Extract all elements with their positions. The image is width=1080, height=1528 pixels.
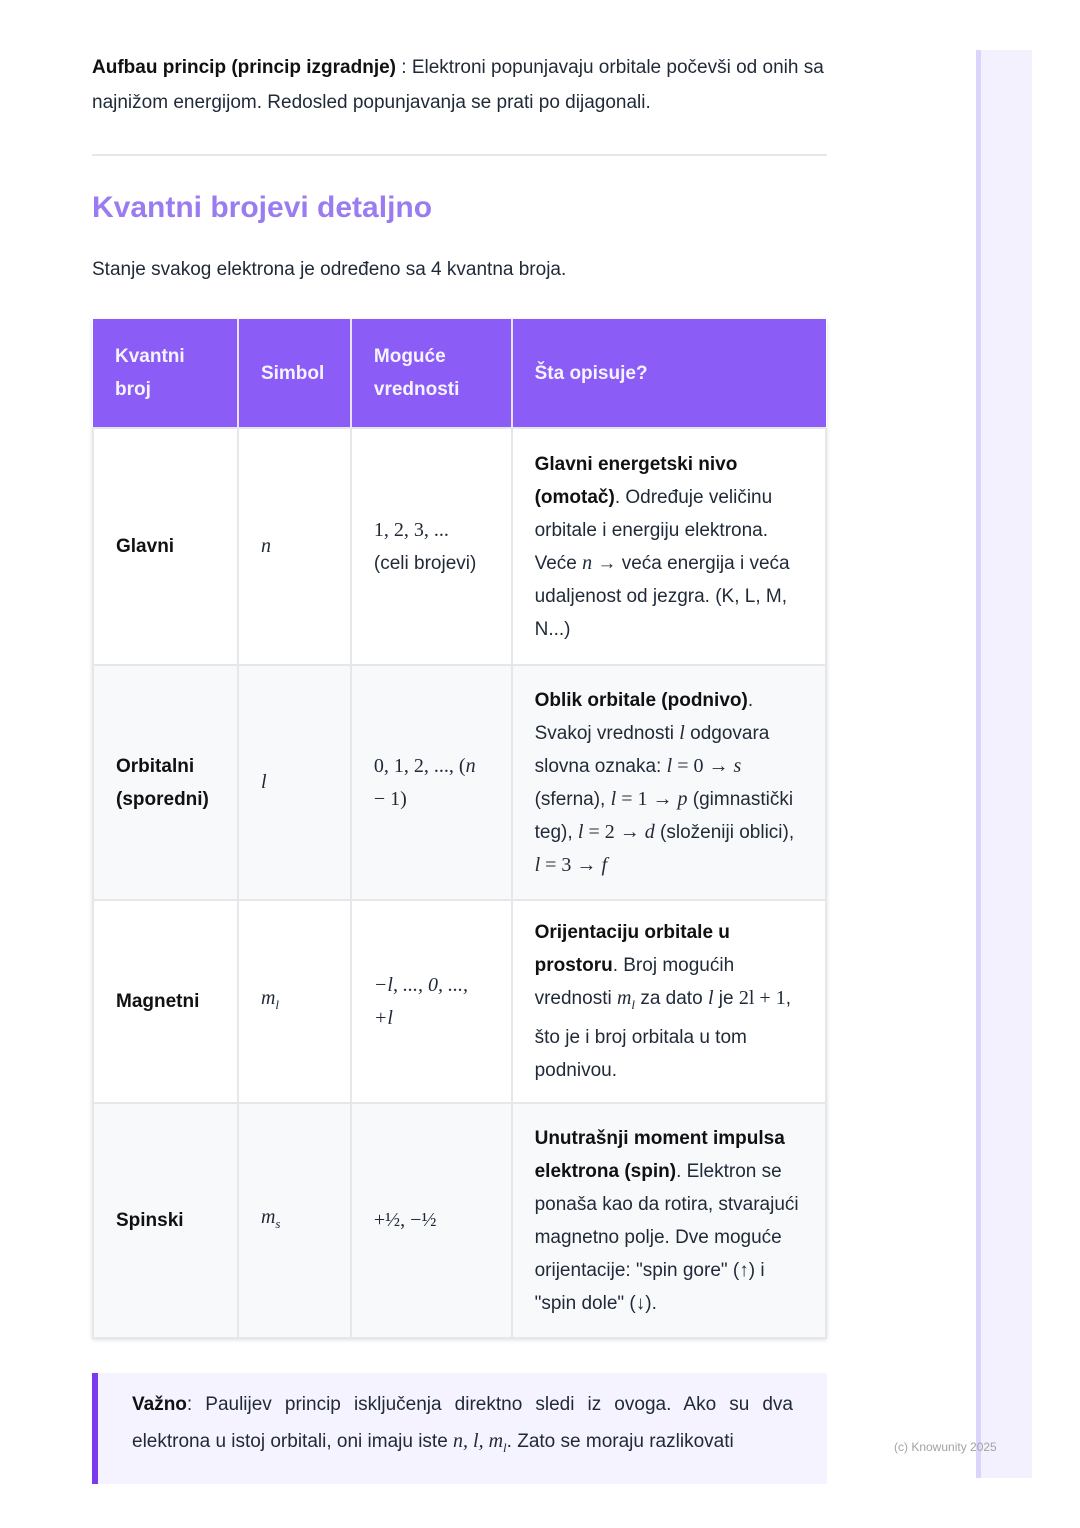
math-text: l [503, 1439, 507, 1455]
text: : Paulijev princip isključenja direktno … [132, 1394, 793, 1452]
math-text: f [601, 853, 607, 876]
table-row: Orbitalni (sporedni) l 0, 1, 2, ..., (n − … [92, 664, 828, 901]
math-text: = 0 → [672, 754, 734, 777]
text: (celi brojevi) [373, 552, 477, 574]
symbol-cell: l [236, 664, 352, 901]
math-text: l [666, 754, 673, 777]
symbol-cell: n [236, 427, 352, 666]
quantum-number-name: Magnetni [92, 899, 239, 1104]
math-text: n [465, 754, 476, 777]
math-text: n [582, 551, 593, 574]
document-content: Aufbau princip (princip izgradnje) : Ele… [92, 50, 828, 1484]
quantum-numbers-table: Kvantni broj Simbol Moguće vrednosti Šta… [92, 319, 828, 1339]
text: . Svakoj vrednosti [534, 689, 754, 744]
text: . Broj mogućih vrednosti [534, 955, 735, 1010]
text: , što je i broj orbitala u tom podnivou. [534, 988, 791, 1081]
aufbau-paragraph: Aufbau princip (princip izgradnje) : Ele… [92, 50, 827, 120]
math-text: 1, 2, 3, ... [373, 518, 449, 541]
math-text: l [610, 787, 617, 810]
quantum-number-name: Spinski [92, 1102, 239, 1339]
divider [92, 154, 827, 156]
bold-text: Glavni energetski nivo (omotač) [534, 453, 738, 508]
math-text: s [733, 754, 742, 777]
header-values: Moguće vrednosti [350, 319, 513, 428]
math-text: = 3 → [540, 853, 602, 876]
text: je [713, 988, 739, 1010]
aufbau-term: Aufbau princip (princip izgradnje) [92, 57, 396, 78]
text: (gimnastički teg), [534, 788, 794, 843]
description-cell: Unutrašnji moment impulsa elektrona (spi… [510, 1102, 828, 1339]
math-text: l [707, 987, 714, 1010]
math-text: s [275, 1215, 281, 1231]
text: (sferna), [534, 788, 611, 810]
math-text: = 1 → [616, 787, 678, 810]
table-row: Magnetni ml −l, ..., 0, ..., +l Orijentacij… [92, 899, 828, 1104]
symbol-cell: ml [236, 899, 352, 1104]
math-text: l [577, 820, 584, 843]
header-symbol: Simbol [237, 319, 352, 428]
watermark: (c) Knowunity 2025 [894, 1440, 997, 1454]
math-text: −l, ..., 0, ..., +l [373, 973, 468, 1029]
text: . Elektron se ponaša kao da rotira, stva… [534, 1160, 799, 1314]
bold-text: Važno [132, 1394, 187, 1415]
math-text: m [260, 1206, 276, 1229]
math-text: = 2 → [583, 820, 645, 843]
math-text: 0, 1, 2, ..., ( [373, 754, 466, 777]
math-text: − 1) [373, 787, 407, 810]
values-cell: +½, −½ [349, 1102, 513, 1339]
text: . Određuje veličinu orbitale i energiju … [534, 486, 773, 574]
aufbau-text: : Elektroni popunjavaju orbitale počevši… [92, 57, 824, 113]
math-text: m [260, 987, 276, 1010]
header-description: Šta opisuje? [511, 319, 826, 428]
important-callout: Važno: Paulijev princip isključenja dire… [92, 1373, 827, 1484]
math-text: +½, −½ [373, 1209, 437, 1231]
math-text: d [644, 820, 655, 843]
math-text: l [260, 771, 267, 793]
bold-text: Orijentaciju orbitale u prostoru [534, 922, 730, 977]
text: . Zato se moraju razlikovati [506, 1431, 734, 1452]
symbol-cell: ms [236, 1102, 352, 1339]
description-cell: Glavni energetski nivo (omotač). Određuj… [510, 427, 828, 666]
quantum-number-name: Glavni [92, 427, 239, 666]
math-text: n, l, m [453, 1430, 504, 1452]
math-text: l [679, 721, 685, 744]
table-row: Spinski ms +½, −½ Unutrašnji moment impulsa… [92, 1102, 828, 1339]
values-cell: −l, ..., 0, ..., +l [349, 899, 513, 1104]
description-cell: Orijentaciju orbitale u prostoru. Broj m… [510, 899, 828, 1104]
values-cell: 0, 1, 2, ..., (n − 1) [349, 664, 513, 901]
math-text: m [616, 987, 632, 1010]
side-panel [976, 50, 1032, 1478]
math-text: n [260, 535, 271, 557]
text: odgovara slovna oznaka: [534, 722, 770, 777]
text: za dato [635, 988, 708, 1010]
section-title: Kvantni brojevi detaljno [92, 191, 433, 224]
math-text: p [677, 787, 688, 810]
bold-text: Unutrašnji moment impulsa elektrona (spi… [534, 1127, 785, 1182]
values-cell: 1, 2, 3, ... (celi brojevi) [349, 427, 513, 666]
header-quantum-number: Kvantni broj [93, 319, 239, 428]
intro-text: Stanje svakog elektrona je određeno sa 4… [92, 259, 567, 280]
math-text: l [534, 853, 541, 876]
bold-text: Oblik orbitale (podnivo) [534, 689, 748, 711]
math-text: l [631, 996, 636, 1012]
description-cell: Oblik orbitale (podnivo). Svakoj vrednos… [510, 664, 828, 901]
text: → veća energija i veća udaljenost od jez… [534, 552, 790, 640]
math-text: 2l + 1 [738, 987, 786, 1010]
math-text: l [275, 996, 280, 1012]
quantum-number-name: Orbitalni (sporedni) [92, 664, 239, 901]
text: (složeniji oblici), [654, 821, 795, 843]
table-row: Glavni n 1, 2, 3, ... (celi brojevi) Glavni… [92, 427, 828, 666]
